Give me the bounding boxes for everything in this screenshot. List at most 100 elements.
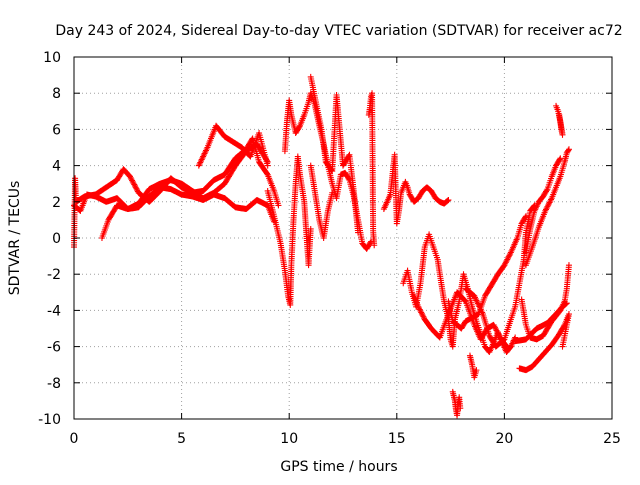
data-point <box>565 262 572 269</box>
data-point <box>417 308 424 315</box>
data-point <box>542 207 549 214</box>
y-tick-label: -2 <box>47 267 61 283</box>
data-point <box>559 343 566 350</box>
data-point <box>491 323 498 330</box>
data-point <box>328 167 335 174</box>
data-point <box>461 297 468 304</box>
data-point <box>494 330 501 337</box>
axis-ticks <box>73 56 613 420</box>
data-point <box>499 337 506 344</box>
data-point <box>557 155 564 162</box>
data-point <box>565 147 572 154</box>
data-point <box>133 185 140 192</box>
data-point <box>502 342 509 349</box>
y-tick-label: 2 <box>52 195 61 211</box>
data-point <box>503 257 510 264</box>
data-point <box>246 152 253 159</box>
y-tick-label: 10 <box>43 50 61 66</box>
x-tick-label: 10 <box>280 431 298 447</box>
x-axis-label: GPS time / hours <box>280 459 397 475</box>
data-point <box>134 187 141 194</box>
data-point <box>416 306 423 313</box>
data-point <box>131 182 138 189</box>
x-tick-labels: 0 5 10 15 20 25 <box>70 431 621 447</box>
data-point <box>128 176 135 183</box>
data-point <box>436 333 443 340</box>
data-point <box>507 250 514 257</box>
data-point <box>264 162 271 169</box>
data-point <box>501 262 508 269</box>
data-point <box>556 111 563 118</box>
x-tick-label: 20 <box>495 431 513 447</box>
data-point <box>556 156 563 163</box>
data-point <box>129 177 136 184</box>
data-point <box>129 178 136 185</box>
data-point <box>131 181 138 188</box>
x-tick-label: 5 <box>177 431 186 447</box>
data-point <box>545 202 552 209</box>
data-point <box>445 196 452 203</box>
data-point <box>457 405 464 412</box>
data-points <box>71 73 572 419</box>
data-point <box>495 331 502 338</box>
data-point <box>420 313 427 320</box>
data-point <box>563 300 570 307</box>
data-point <box>248 136 255 143</box>
data-point <box>494 328 501 335</box>
y-tick-label: -8 <box>47 376 61 392</box>
data-point <box>505 253 512 260</box>
x-tick-label: 15 <box>388 431 406 447</box>
data-point <box>345 152 352 159</box>
data-point <box>355 229 362 236</box>
y-tick-label: -6 <box>47 340 61 356</box>
data-point <box>444 198 451 205</box>
data-point <box>545 200 552 207</box>
data-point <box>522 213 529 220</box>
data-point <box>416 305 423 312</box>
data-point <box>546 199 553 206</box>
data-point <box>132 184 139 191</box>
data-point <box>415 303 422 310</box>
data-point <box>444 197 451 204</box>
data-point <box>418 309 425 316</box>
data-point <box>296 123 303 130</box>
data-point <box>418 310 425 317</box>
data-point <box>502 259 509 266</box>
data-point <box>500 336 507 343</box>
data-point <box>130 180 137 187</box>
data-point <box>127 174 134 181</box>
data-point <box>345 175 352 182</box>
data-point <box>547 197 554 204</box>
data-point <box>548 196 555 203</box>
y-tick-label: -10 <box>38 412 61 428</box>
data-point <box>492 326 499 333</box>
data-point <box>371 242 378 249</box>
data-point <box>329 189 336 196</box>
data-point <box>492 324 499 331</box>
data-point <box>76 207 83 214</box>
x-tick-label: 25 <box>603 431 621 447</box>
y-tick-label: 6 <box>52 122 61 138</box>
x-tick-label: 0 <box>70 431 79 447</box>
y-tick-label: -4 <box>47 303 61 319</box>
y-tick-labels: -10 -8 -6 -4 -2 0 2 4 6 8 10 <box>38 50 61 428</box>
y-tick-label: 8 <box>52 86 61 102</box>
data-point <box>307 225 314 232</box>
data-point <box>263 170 270 177</box>
data-point <box>126 173 133 180</box>
data-point <box>544 203 551 210</box>
data-point <box>490 321 497 328</box>
data-point <box>562 301 569 308</box>
data-point <box>565 146 572 153</box>
data-point <box>473 367 480 374</box>
data-point <box>419 312 426 319</box>
y-axis-label: SDTVAR / TECUs <box>7 181 23 296</box>
data-point <box>543 205 550 212</box>
data-point <box>493 327 500 334</box>
data-point <box>504 256 511 263</box>
chart-title: Day 243 of 2024, Sidereal Day-to-day VTE… <box>55 23 622 39</box>
data-point <box>506 252 513 259</box>
data-point <box>275 202 282 209</box>
